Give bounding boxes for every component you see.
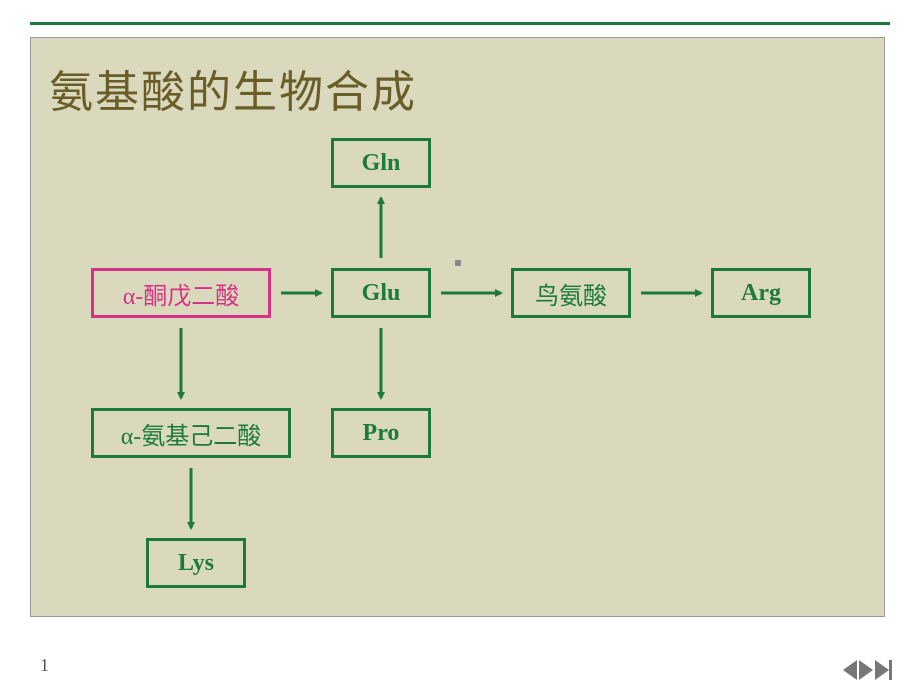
content-panel: 氨基酸的生物合成 Gln α-酮戊二酸 Glu 鸟氨酸 Arg α-氨基己二酸 Pro Lys	[30, 37, 885, 617]
last-slide-icon[interactable]	[875, 660, 892, 680]
node-gln: Gln	[331, 138, 431, 188]
slide-nav	[843, 660, 892, 680]
node-arg: Arg	[711, 268, 811, 318]
prev-slide-icon[interactable]	[843, 660, 857, 680]
node-orn: 鸟氨酸	[511, 268, 631, 318]
node-pro: Pro	[331, 408, 431, 458]
node-akg: α-酮戊二酸	[91, 268, 271, 318]
next-slide-icon[interactable]	[859, 660, 873, 680]
slide: 氨基酸的生物合成 Gln α-酮戊二酸 Glu 鸟氨酸 Arg α-氨基己二酸 Pro Lys…	[0, 0, 920, 690]
page-number: 1	[40, 655, 49, 676]
node-glu: Glu	[331, 268, 431, 318]
node-lys: Lys	[146, 538, 246, 588]
top-rule	[30, 22, 890, 25]
diagram-edges	[31, 38, 886, 618]
node-aaa: α-氨基己二酸	[91, 408, 291, 458]
slide-title: 氨基酸的生物合成	[49, 56, 417, 120]
center-indicator-icon	[455, 260, 461, 266]
